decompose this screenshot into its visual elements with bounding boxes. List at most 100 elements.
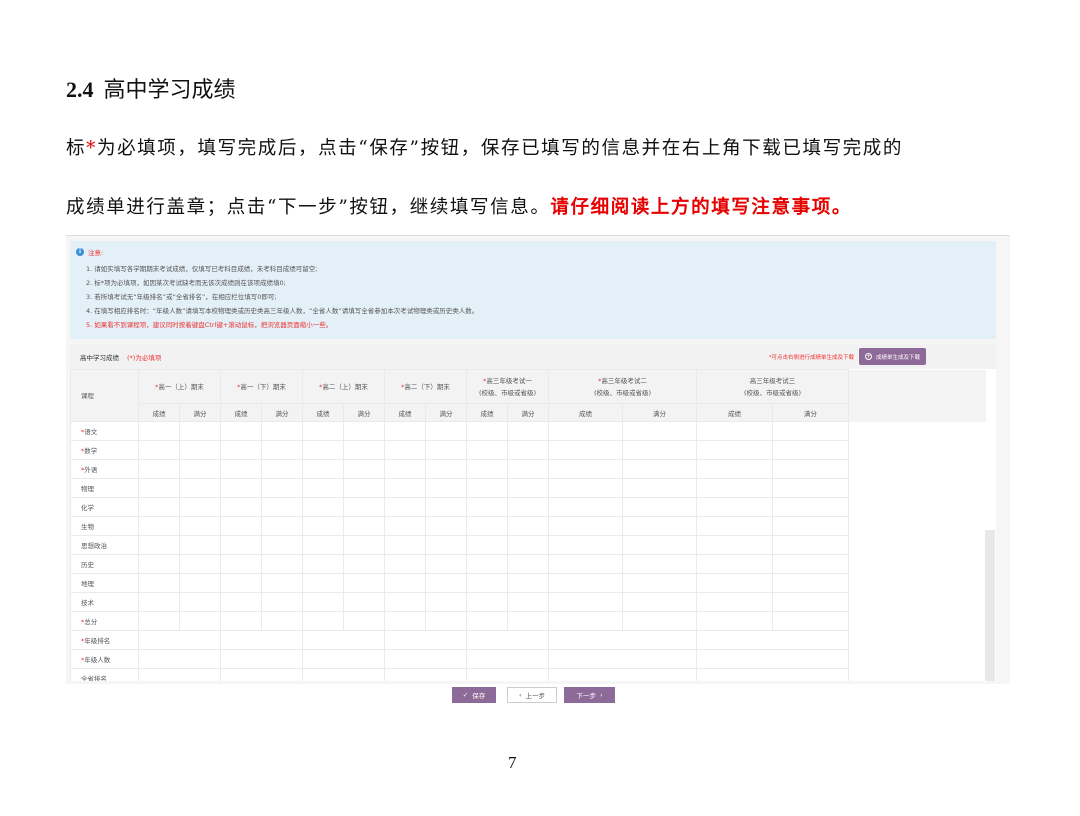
full-score-input[interactable] (622, 440, 697, 460)
full-score-input[interactable] (622, 478, 697, 498)
score-input[interactable] (138, 611, 180, 631)
grade-input[interactable] (696, 668, 849, 681)
score-input[interactable] (384, 497, 426, 517)
score-input[interactable] (384, 459, 426, 479)
full-score-input[interactable] (179, 459, 221, 479)
score-input[interactable] (466, 535, 508, 555)
grade-input[interactable] (302, 649, 385, 669)
score-input[interactable] (548, 592, 623, 612)
grade-input[interactable] (384, 668, 467, 681)
full-score-input[interactable] (425, 497, 467, 517)
full-score-input[interactable] (772, 535, 849, 555)
score-input[interactable] (384, 535, 426, 555)
full-score-input[interactable] (772, 459, 849, 479)
full-score-input[interactable] (261, 440, 303, 460)
score-input[interactable] (384, 516, 426, 536)
full-score-input[interactable] (425, 516, 467, 536)
grade-input[interactable] (138, 668, 221, 681)
full-score-input[interactable] (425, 573, 467, 593)
grade-input[interactable] (696, 649, 849, 669)
full-score-input[interactable] (772, 440, 849, 460)
score-input[interactable] (220, 440, 262, 460)
score-input[interactable] (302, 421, 344, 441)
score-input[interactable] (696, 611, 773, 631)
score-input[interactable] (696, 592, 773, 612)
score-input[interactable] (548, 573, 623, 593)
full-score-input[interactable] (425, 440, 467, 460)
full-score-input[interactable] (507, 459, 549, 479)
full-score-input[interactable] (179, 535, 221, 555)
full-score-input[interactable] (179, 592, 221, 612)
full-score-input[interactable] (179, 611, 221, 631)
full-score-input[interactable] (622, 573, 697, 593)
score-input[interactable] (220, 611, 262, 631)
full-score-input[interactable] (261, 497, 303, 517)
grade-input[interactable] (466, 630, 549, 650)
grade-input[interactable] (548, 630, 697, 650)
save-button[interactable]: ✓ 保存 (452, 687, 496, 703)
score-input[interactable] (466, 421, 508, 441)
score-input[interactable] (138, 459, 180, 479)
score-input[interactable] (138, 535, 180, 555)
score-input[interactable] (138, 440, 180, 460)
score-input[interactable] (384, 478, 426, 498)
score-input[interactable] (466, 440, 508, 460)
full-score-input[interactable] (772, 573, 849, 593)
full-score-input[interactable] (425, 459, 467, 479)
score-input[interactable] (220, 573, 262, 593)
score-input[interactable] (302, 573, 344, 593)
score-input[interactable] (466, 554, 508, 574)
score-input[interactable] (302, 440, 344, 460)
score-input[interactable] (302, 478, 344, 498)
full-score-input[interactable] (425, 611, 467, 631)
full-score-input[interactable] (425, 592, 467, 612)
full-score-input[interactable] (425, 535, 467, 555)
score-input[interactable] (466, 573, 508, 593)
full-score-input[interactable] (261, 459, 303, 479)
full-score-input[interactable] (261, 516, 303, 536)
score-input[interactable] (302, 554, 344, 574)
score-input[interactable] (138, 516, 180, 536)
score-input[interactable] (138, 497, 180, 517)
full-score-input[interactable] (179, 554, 221, 574)
full-score-input[interactable] (622, 421, 697, 441)
score-input[interactable] (548, 516, 623, 536)
score-input[interactable] (548, 554, 623, 574)
score-input[interactable] (384, 421, 426, 441)
score-input[interactable] (466, 611, 508, 631)
full-score-input[interactable] (772, 592, 849, 612)
prev-step-button[interactable]: ‹ 上一步 (507, 687, 557, 703)
score-input[interactable] (696, 573, 773, 593)
score-input[interactable] (138, 573, 180, 593)
full-score-input[interactable] (261, 554, 303, 574)
score-input[interactable] (548, 611, 623, 631)
full-score-input[interactable] (507, 535, 549, 555)
grade-input[interactable] (220, 668, 303, 681)
grade-input[interactable] (696, 630, 849, 650)
score-input[interactable] (466, 516, 508, 536)
full-score-input[interactable] (179, 497, 221, 517)
score-input[interactable] (220, 459, 262, 479)
grade-input[interactable] (548, 668, 697, 681)
score-input[interactable] (548, 421, 623, 441)
score-input[interactable] (302, 497, 344, 517)
next-step-button[interactable]: 下一步 › (564, 687, 615, 703)
score-input[interactable] (696, 554, 773, 574)
full-score-input[interactable] (772, 421, 849, 441)
full-score-input[interactable] (261, 421, 303, 441)
score-input[interactable] (466, 478, 508, 498)
score-input[interactable] (384, 611, 426, 631)
grade-input[interactable] (302, 630, 385, 650)
full-score-input[interactable] (261, 573, 303, 593)
full-score-input[interactable] (261, 611, 303, 631)
full-score-input[interactable] (772, 611, 849, 631)
full-score-input[interactable] (507, 478, 549, 498)
full-score-input[interactable] (622, 592, 697, 612)
score-input[interactable] (302, 592, 344, 612)
grade-input[interactable] (384, 630, 467, 650)
score-input[interactable] (466, 497, 508, 517)
score-input[interactable] (696, 421, 773, 441)
score-input[interactable] (220, 592, 262, 612)
score-input[interactable] (138, 421, 180, 441)
full-score-input[interactable] (507, 440, 549, 460)
